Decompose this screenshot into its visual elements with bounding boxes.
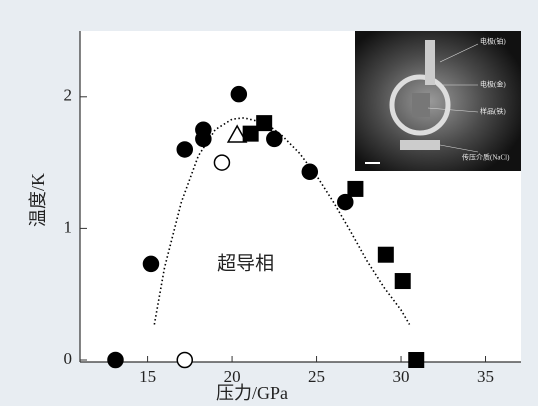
point [195,130,212,148]
point [377,246,394,263]
x-tick-label: 25 [308,367,325,386]
x-tick-label: 35 [477,367,494,386]
point [347,180,364,197]
point [176,351,194,369]
point [394,273,411,290]
point [230,85,248,103]
y-tick-label: 2 [64,86,73,105]
annotation: 超导相 [217,253,274,275]
x-axis-label: 压力/GPa [216,383,288,403]
inset-label: 传压介质(NaCl) [462,153,510,162]
point [226,124,248,143]
point [408,352,425,368]
point [213,154,231,171]
y-tick-label: 1 [64,217,73,236]
point [242,125,259,142]
point [266,130,283,148]
point [176,141,194,158]
x-tick-label: 30 [393,367,410,386]
point [337,193,354,211]
inset-photo [355,31,521,171]
point [256,115,273,132]
inset-label: 电极(铂) [480,37,506,46]
point [107,351,124,369]
point [142,255,160,273]
inset-label: 样品(铁) [480,107,506,116]
x-tick-label: 20 [224,367,241,386]
y-tick-label: 0 [64,349,73,368]
x-tick-label: 15 [139,367,156,386]
y-axis-label: 温度/K [28,173,48,227]
inset-label: 电极(金) [480,80,506,89]
point [301,163,319,181]
